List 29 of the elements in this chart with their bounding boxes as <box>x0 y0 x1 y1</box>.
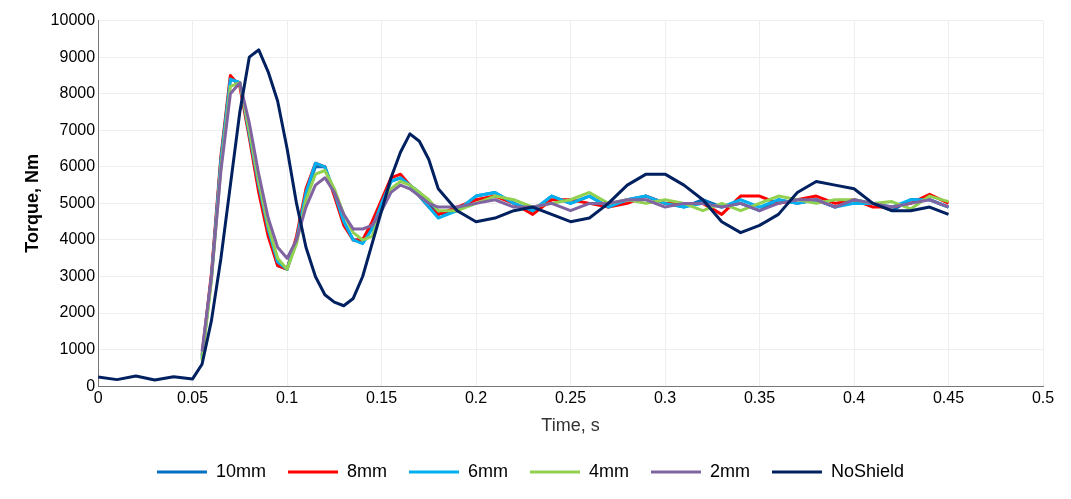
x-tick-label: 0.15 <box>365 389 398 407</box>
legend-label: 10mm <box>215 460 266 481</box>
x-tick-label: 0.5 <box>1031 389 1055 407</box>
x-tick-label: 0.3 <box>653 389 677 407</box>
y-tick-label: 5000 <box>59 193 96 211</box>
x-tick-label: 0.45 <box>932 389 965 407</box>
x-axis-title: Time, s <box>541 415 600 436</box>
x-tick-label: 0.4 <box>842 389 866 407</box>
x-tick-label: 0.05 <box>177 389 209 407</box>
x-tick-label: 0.25 <box>554 389 587 407</box>
y-tick-label: 6000 <box>59 157 96 175</box>
y-tick-label: 2000 <box>59 303 96 321</box>
y-tick-label: 0 <box>86 376 96 394</box>
y-tick-label: 10000 <box>50 11 96 29</box>
y-tick-label: 4000 <box>59 230 96 248</box>
y-tick-label: 9000 <box>59 47 96 65</box>
legend-label: 6mm <box>467 460 508 481</box>
y-tick-label: 8000 <box>59 84 96 102</box>
x-tick-label: 0.35 <box>743 389 776 407</box>
legend-label: 8mm <box>346 460 387 481</box>
y-tick-label: 7000 <box>59 120 96 138</box>
x-tick-label: 0.2 <box>464 389 488 407</box>
y-axis-title: Torque, Nm <box>21 154 42 253</box>
legend-label: 2mm <box>709 460 750 481</box>
x-tick-label: 0.1 <box>275 389 299 407</box>
legend-label: 4mm <box>588 460 629 481</box>
y-tick-label: 1000 <box>59 340 96 358</box>
legend-label: NoShield <box>830 460 905 481</box>
y-tick-label: 3000 <box>59 266 96 284</box>
